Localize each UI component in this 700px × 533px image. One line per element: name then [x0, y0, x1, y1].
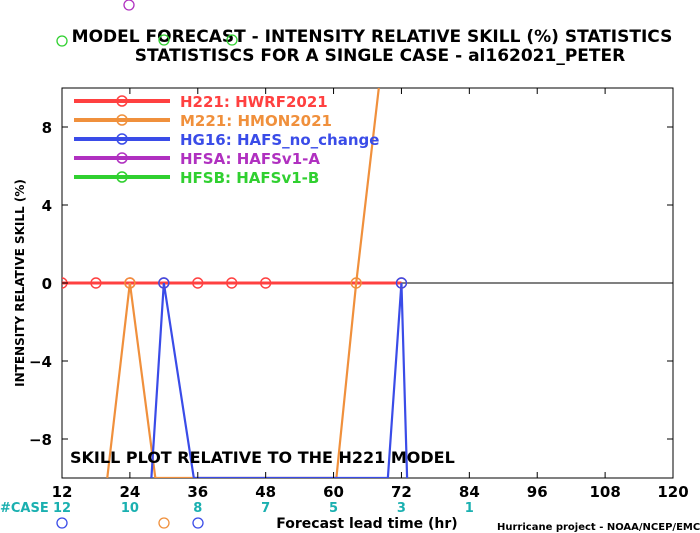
series-group	[62, 88, 409, 478]
legend-marker-icon	[116, 95, 128, 107]
series-point	[158, 277, 170, 289]
case-count: 5	[329, 501, 338, 516]
case-count: 12	[53, 501, 71, 516]
x-tick-label: 60	[323, 483, 344, 501]
legend-entry: HFSB: HAFSv1-B	[180, 169, 319, 187]
legend-marker-icon	[116, 171, 128, 183]
series-point	[350, 277, 362, 289]
bottom-marker-icon	[56, 517, 68, 529]
y-tick-label: 4	[42, 197, 52, 215]
bottom-marker-icon	[158, 517, 170, 529]
title-marker-icon	[56, 35, 68, 47]
case-count: 10	[121, 501, 139, 516]
skill-annotation: SKILL PLOT RELATIVE TO THE H221 MODEL	[70, 448, 455, 467]
series-point	[226, 277, 238, 289]
case-count: 8	[193, 501, 202, 516]
x-tick-label: 24	[119, 483, 140, 501]
x-tick-label: 72	[391, 483, 412, 501]
chart-title: MODEL FORECAST - INTENSITY RELATIVE SKIL…	[72, 27, 673, 47]
series-point	[124, 277, 136, 289]
x-tick-label: 36	[187, 483, 208, 501]
case-count: 3	[397, 501, 406, 516]
case-label: #CASE	[0, 501, 49, 516]
chart-subtitle: STATISTISCS FOR A SINGLE CASE - al162021…	[135, 46, 625, 66]
x-tick-label: 96	[527, 483, 548, 501]
series-point	[395, 277, 408, 289]
case-counts: 12 10 8 7 5 3 1	[53, 501, 474, 516]
x-tick-label: 12	[52, 483, 73, 501]
credit-text: Hurricane project - NOAA/NCEP/EMC	[497, 522, 700, 533]
y-tick-label: −8	[29, 431, 52, 449]
x-tick-label: 108	[589, 483, 620, 501]
y-tick-label: 8	[42, 119, 52, 137]
title-marker-icon	[123, 0, 135, 11]
series-point	[192, 277, 204, 289]
x-axis-label: Forecast lead time (hr)	[276, 516, 457, 532]
x-tick-label: 48	[255, 483, 276, 501]
case-count: 1	[465, 501, 474, 516]
legend-marker-icon	[116, 152, 128, 164]
y-axis-label: INTENSITY RELATIVE SKILL (%)	[13, 179, 27, 387]
title-marker-icon	[158, 34, 170, 46]
legend-entry: H221: HWRF2021	[180, 93, 328, 111]
x-tick-label: 120	[657, 483, 688, 501]
series-line-2	[106, 88, 380, 478]
x-tick-label: 84	[459, 483, 480, 501]
series-point	[90, 277, 102, 289]
series-point	[259, 277, 272, 289]
legend-entry: M221: HMON2021	[180, 112, 332, 130]
legend-marker-icon	[116, 133, 128, 145]
case-count: 7	[261, 501, 270, 516]
bottom-marker-icon	[192, 517, 204, 529]
y-tick-label: 0	[42, 275, 52, 293]
legend-marker-icon	[116, 114, 128, 126]
y-tick-label: −4	[29, 353, 52, 371]
legend-entry: HG16: HAFS_no_change	[180, 131, 379, 149]
legend-entry: HFSA: HAFSv1-A	[180, 150, 320, 168]
series-line-3	[150, 282, 409, 478]
title-marker-icon	[226, 34, 238, 46]
